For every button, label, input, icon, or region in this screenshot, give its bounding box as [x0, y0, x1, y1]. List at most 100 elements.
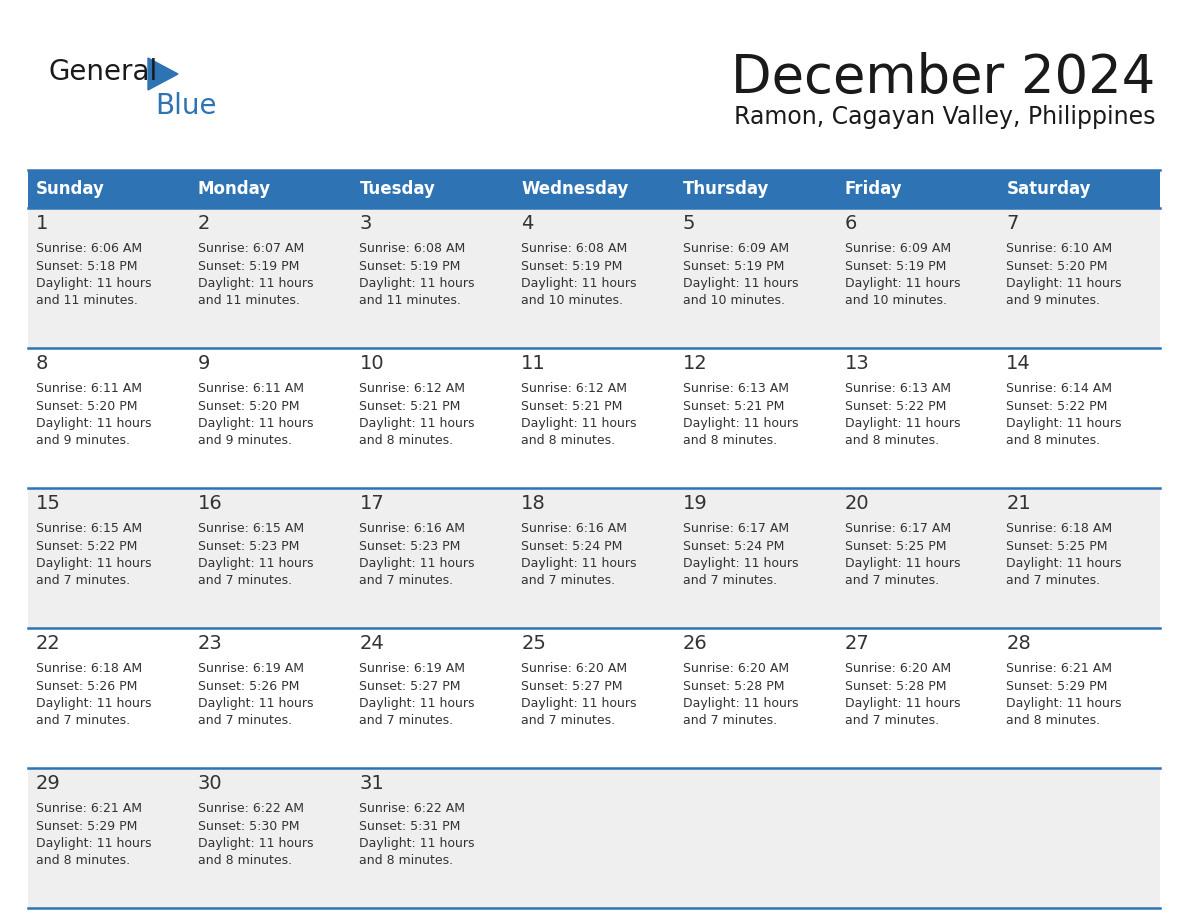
Text: Daylight: 11 hours: Daylight: 11 hours: [845, 697, 960, 710]
Text: Sunset: 5:25 PM: Sunset: 5:25 PM: [1006, 540, 1107, 553]
Text: Daylight: 11 hours: Daylight: 11 hours: [683, 557, 798, 570]
Text: Sunset: 5:23 PM: Sunset: 5:23 PM: [197, 540, 299, 553]
Bar: [29, 488, 1159, 628]
Bar: [675, 170, 836, 208]
Text: Sunset: 5:29 PM: Sunset: 5:29 PM: [1006, 679, 1107, 692]
Text: and 8 minutes.: and 8 minutes.: [1006, 714, 1100, 727]
Text: Sunrise: 6:07 AM: Sunrise: 6:07 AM: [197, 242, 304, 255]
Text: 15: 15: [36, 494, 61, 513]
Text: Sunrise: 6:11 AM: Sunrise: 6:11 AM: [36, 382, 143, 395]
Text: Sunset: 5:19 PM: Sunset: 5:19 PM: [522, 260, 623, 273]
Text: 30: 30: [197, 774, 222, 793]
Text: Sunset: 5:30 PM: Sunset: 5:30 PM: [197, 820, 299, 833]
Text: Daylight: 11 hours: Daylight: 11 hours: [197, 557, 314, 570]
Text: Sunset: 5:20 PM: Sunset: 5:20 PM: [1006, 260, 1107, 273]
Polygon shape: [148, 58, 178, 90]
Text: 5: 5: [683, 214, 695, 233]
Text: 11: 11: [522, 354, 546, 373]
Text: and 7 minutes.: and 7 minutes.: [1006, 575, 1100, 588]
Text: and 9 minutes.: and 9 minutes.: [197, 434, 292, 447]
Text: Sunrise: 6:19 AM: Sunrise: 6:19 AM: [197, 662, 304, 675]
Text: and 8 minutes.: and 8 minutes.: [1006, 434, 1100, 447]
Text: Sunrise: 6:21 AM: Sunrise: 6:21 AM: [36, 802, 143, 815]
Text: Sunday: Sunday: [36, 180, 105, 198]
Text: Daylight: 11 hours: Daylight: 11 hours: [36, 277, 152, 290]
Text: 26: 26: [683, 634, 708, 653]
Text: and 10 minutes.: and 10 minutes.: [683, 295, 785, 308]
Text: and 8 minutes.: and 8 minutes.: [683, 434, 777, 447]
Text: Daylight: 11 hours: Daylight: 11 hours: [845, 557, 960, 570]
Text: and 10 minutes.: and 10 minutes.: [845, 295, 947, 308]
Text: Sunrise: 6:13 AM: Sunrise: 6:13 AM: [683, 382, 789, 395]
Bar: [998, 170, 1159, 208]
Text: Sunset: 5:18 PM: Sunset: 5:18 PM: [36, 260, 138, 273]
Text: and 11 minutes.: and 11 minutes.: [197, 295, 299, 308]
Text: 31: 31: [360, 774, 384, 793]
Text: Daylight: 11 hours: Daylight: 11 hours: [197, 277, 314, 290]
Text: and 7 minutes.: and 7 minutes.: [683, 714, 777, 727]
Text: 7: 7: [1006, 214, 1018, 233]
Text: Daylight: 11 hours: Daylight: 11 hours: [683, 417, 798, 430]
Text: 2: 2: [197, 214, 210, 233]
Text: Daylight: 11 hours: Daylight: 11 hours: [36, 417, 152, 430]
Text: and 10 minutes.: and 10 minutes.: [522, 295, 624, 308]
Bar: [29, 348, 1159, 488]
Text: Sunset: 5:29 PM: Sunset: 5:29 PM: [36, 820, 138, 833]
Text: Daylight: 11 hours: Daylight: 11 hours: [1006, 697, 1121, 710]
Text: Sunset: 5:19 PM: Sunset: 5:19 PM: [360, 260, 461, 273]
Text: 6: 6: [845, 214, 857, 233]
Text: 18: 18: [522, 494, 546, 513]
Text: Sunset: 5:25 PM: Sunset: 5:25 PM: [845, 540, 946, 553]
Text: Sunrise: 6:13 AM: Sunrise: 6:13 AM: [845, 382, 950, 395]
Text: and 9 minutes.: and 9 minutes.: [36, 434, 129, 447]
Text: 25: 25: [522, 634, 546, 653]
Text: 1: 1: [36, 214, 49, 233]
Text: Wednesday: Wednesday: [522, 180, 628, 198]
Text: December 2024: December 2024: [731, 52, 1155, 104]
Text: Sunset: 5:20 PM: Sunset: 5:20 PM: [197, 399, 299, 412]
Text: 22: 22: [36, 634, 61, 653]
Text: 4: 4: [522, 214, 533, 233]
Text: Sunrise: 6:22 AM: Sunrise: 6:22 AM: [360, 802, 466, 815]
Bar: [29, 628, 1159, 768]
Text: Sunrise: 6:17 AM: Sunrise: 6:17 AM: [845, 522, 950, 535]
Text: Sunrise: 6:15 AM: Sunrise: 6:15 AM: [36, 522, 143, 535]
Text: and 7 minutes.: and 7 minutes.: [845, 714, 939, 727]
Text: 20: 20: [845, 494, 870, 513]
Text: Sunset: 5:22 PM: Sunset: 5:22 PM: [845, 399, 946, 412]
Text: and 7 minutes.: and 7 minutes.: [522, 714, 615, 727]
Text: Sunset: 5:24 PM: Sunset: 5:24 PM: [683, 540, 784, 553]
Bar: [190, 170, 352, 208]
Bar: [352, 170, 513, 208]
Bar: [29, 768, 1159, 908]
Text: Daylight: 11 hours: Daylight: 11 hours: [522, 697, 637, 710]
Text: Daylight: 11 hours: Daylight: 11 hours: [683, 697, 798, 710]
Text: 27: 27: [845, 634, 870, 653]
Text: Sunrise: 6:16 AM: Sunrise: 6:16 AM: [360, 522, 466, 535]
Text: Sunset: 5:31 PM: Sunset: 5:31 PM: [360, 820, 461, 833]
Text: Daylight: 11 hours: Daylight: 11 hours: [845, 277, 960, 290]
Text: Daylight: 11 hours: Daylight: 11 hours: [36, 697, 152, 710]
Text: Daylight: 11 hours: Daylight: 11 hours: [360, 557, 475, 570]
Text: Sunrise: 6:20 AM: Sunrise: 6:20 AM: [845, 662, 950, 675]
Text: and 7 minutes.: and 7 minutes.: [522, 575, 615, 588]
Text: Sunrise: 6:22 AM: Sunrise: 6:22 AM: [197, 802, 304, 815]
Text: Sunrise: 6:15 AM: Sunrise: 6:15 AM: [197, 522, 304, 535]
Text: Sunset: 5:21 PM: Sunset: 5:21 PM: [683, 399, 784, 412]
Text: Sunrise: 6:10 AM: Sunrise: 6:10 AM: [1006, 242, 1112, 255]
Text: 13: 13: [845, 354, 870, 373]
Text: Daylight: 11 hours: Daylight: 11 hours: [1006, 277, 1121, 290]
Text: Sunrise: 6:16 AM: Sunrise: 6:16 AM: [522, 522, 627, 535]
Text: and 8 minutes.: and 8 minutes.: [36, 855, 131, 868]
Text: and 8 minutes.: and 8 minutes.: [197, 855, 292, 868]
Text: and 7 minutes.: and 7 minutes.: [36, 575, 131, 588]
Text: Sunrise: 6:18 AM: Sunrise: 6:18 AM: [1006, 522, 1112, 535]
Text: Monday: Monday: [197, 180, 271, 198]
Text: Sunrise: 6:20 AM: Sunrise: 6:20 AM: [683, 662, 789, 675]
Text: and 11 minutes.: and 11 minutes.: [360, 295, 461, 308]
Text: 19: 19: [683, 494, 708, 513]
Text: Sunset: 5:21 PM: Sunset: 5:21 PM: [360, 399, 461, 412]
Text: Sunset: 5:19 PM: Sunset: 5:19 PM: [683, 260, 784, 273]
Bar: [513, 170, 675, 208]
Text: Daylight: 11 hours: Daylight: 11 hours: [1006, 557, 1121, 570]
